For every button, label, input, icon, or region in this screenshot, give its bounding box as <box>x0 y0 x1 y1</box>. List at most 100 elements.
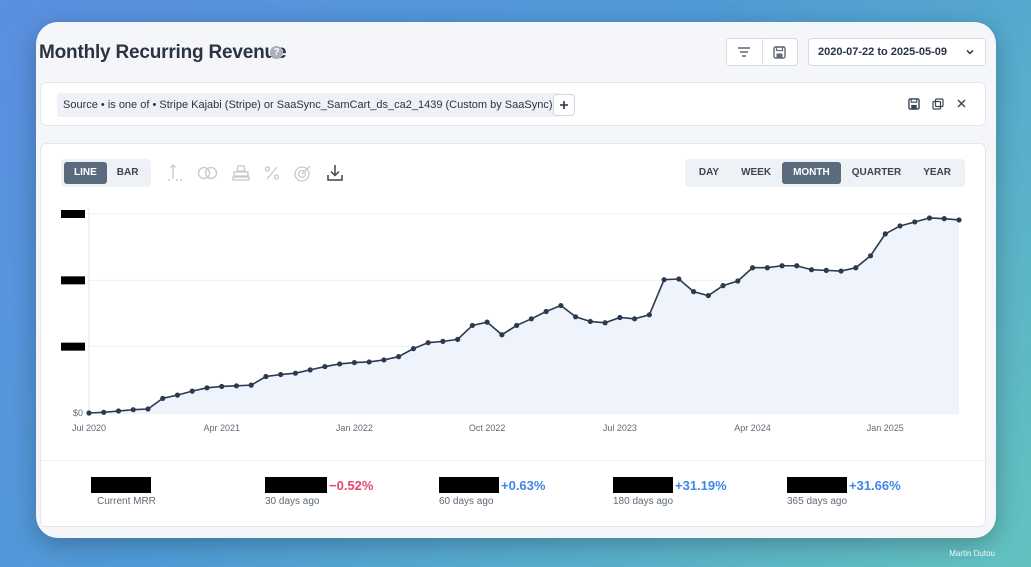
data-point <box>558 302 564 309</box>
save-icon[interactable] <box>908 98 920 110</box>
data-point <box>322 363 328 370</box>
data-point <box>602 320 608 326</box>
data-point <box>160 395 166 402</box>
data-point <box>867 253 874 259</box>
x-tick-label: Jul 2023 <box>603 423 637 433</box>
data-point <box>705 292 711 299</box>
area-fill <box>89 217 959 413</box>
data-point <box>425 340 431 346</box>
data-point <box>897 223 903 229</box>
save-report-button[interactable] <box>761 39 797 65</box>
y-tick-redacted <box>61 210 85 218</box>
data-point <box>115 408 122 414</box>
date-range-select[interactable]: 2020-07-22 to 2025-05-09 <box>808 38 986 66</box>
report-header: Monthly Recurring Revenue ? 2020-07-22 t… <box>36 22 996 82</box>
interval-year[interactable]: YEAR <box>923 167 951 178</box>
date-range-value: 2020-07-22 to 2025-05-09 <box>818 46 948 58</box>
interval-day[interactable]: DAY <box>698 167 720 178</box>
author-credit: Martin Dutou <box>949 549 995 558</box>
data-point <box>337 361 343 367</box>
chart-tools <box>165 163 345 183</box>
stat-label: 365 days ago <box>787 496 848 507</box>
report-card: Monthly Recurring Revenue ? 2020-07-22 t… <box>36 22 996 538</box>
percent-icon[interactable] <box>263 163 281 183</box>
goal-icon[interactable] <box>293 163 313 183</box>
data-point <box>587 318 593 325</box>
data-point <box>573 314 579 320</box>
redacted-value <box>613 477 673 493</box>
toolbar-group <box>726 38 798 66</box>
help-icon[interactable]: ? <box>270 46 283 59</box>
y-tick-redacted <box>61 276 85 285</box>
data-point <box>366 359 372 365</box>
interval-quarter[interactable]: QUARTER <box>851 167 902 178</box>
data-point <box>543 308 549 315</box>
data-point <box>189 388 195 394</box>
stats-row: Current MRR −0.52% 30 days ago +0.63% 60… <box>41 460 987 528</box>
data-point <box>779 263 785 269</box>
stats-divider <box>41 460 985 461</box>
data-point <box>838 268 844 274</box>
x-tick-label: Jan 2022 <box>336 423 373 433</box>
filter-actions <box>908 98 967 110</box>
data-point <box>204 385 210 391</box>
filter-chip[interactable]: Source • is one of • Stripe Kajabi (Stri… <box>57 93 559 117</box>
filter-lines-button[interactable] <box>727 39 762 65</box>
data-point <box>145 406 151 412</box>
download-icon[interactable] <box>325 163 345 183</box>
data-point <box>794 263 800 269</box>
toggle-icon[interactable] <box>197 163 219 183</box>
stat-current-mrr: Current MRR <box>91 476 156 507</box>
data-point <box>808 267 815 273</box>
data-point <box>823 267 829 273</box>
data-point <box>749 265 756 271</box>
data-point <box>617 314 623 321</box>
chart-type-line[interactable]: LINE <box>64 162 107 184</box>
data-point <box>661 277 667 283</box>
interval-week[interactable]: WEEK <box>741 167 772 178</box>
data-point <box>514 322 520 329</box>
interval-month[interactable]: MONTH <box>782 162 841 184</box>
data-point <box>690 289 697 295</box>
x-tick-label: Jan 2025 <box>867 423 904 433</box>
add-filter-button[interactable] <box>553 94 575 116</box>
data-point <box>499 332 505 338</box>
x-tick-label: Apr 2024 <box>734 423 771 433</box>
data-point <box>469 322 475 329</box>
data-point <box>484 319 490 325</box>
data-point <box>941 216 947 222</box>
data-point <box>440 338 446 344</box>
data-point <box>233 383 240 389</box>
data-point <box>646 312 652 318</box>
chart-type-bar[interactable]: BAR <box>116 167 139 178</box>
data-point <box>853 265 859 271</box>
data-point <box>292 370 299 376</box>
mrr-line-chart[interactable]: $0 Jul 2020 Apr 2021 Jan 2022 Oct 2022 Jul 20… <box>41 194 987 444</box>
data-point <box>86 410 92 416</box>
x-tick-label: Oct 2022 <box>469 423 506 433</box>
x-tick-label: Jul 2020 <box>72 423 106 433</box>
data-point <box>764 265 770 271</box>
axis-icon[interactable] <box>165 163 185 183</box>
chevron-down-icon <box>966 49 974 55</box>
stat-change: +31.19% <box>675 477 727 493</box>
data-point <box>101 409 107 415</box>
stack-icon[interactable] <box>231 163 251 183</box>
stat-label: 30 days ago <box>265 496 320 507</box>
data-point <box>631 316 638 322</box>
stat-change: +31.66% <box>849 477 901 493</box>
filter-lines-icon <box>738 47 751 57</box>
redacted-value <box>439 477 499 493</box>
stat-180-days: +31.19% 180 days ago <box>613 476 727 507</box>
stat-365-days: +31.66% 365 days ago <box>787 476 901 507</box>
data-point <box>676 276 682 282</box>
copy-icon[interactable] <box>932 98 944 110</box>
close-icon[interactable] <box>956 98 967 109</box>
save-icon <box>773 45 787 59</box>
stat-change: −0.52% <box>329 477 374 493</box>
data-point <box>307 367 313 373</box>
data-point <box>278 371 284 378</box>
data-point <box>926 215 933 221</box>
y-tick-redacted <box>61 342 85 351</box>
data-point <box>735 278 741 284</box>
